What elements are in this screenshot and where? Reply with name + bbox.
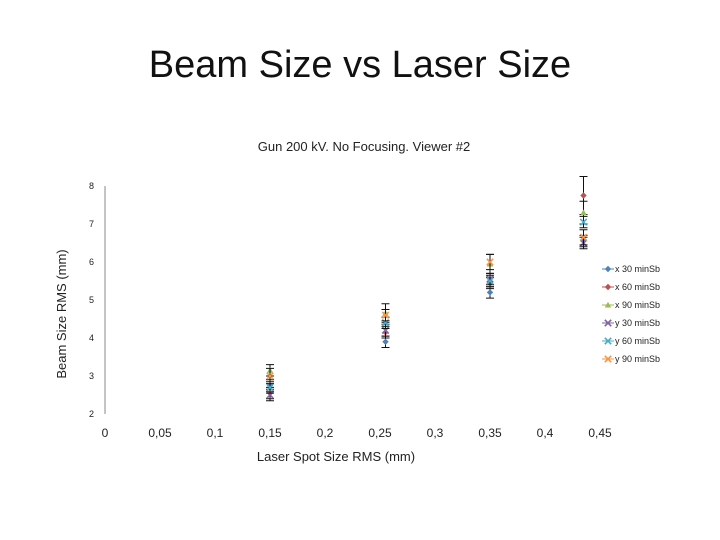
legend-label: x 60 minSb (615, 282, 660, 292)
point-marker (266, 372, 274, 380)
x-tick-label: 0,1 (207, 426, 224, 440)
y-tick-label: 8 (89, 181, 94, 191)
legend-item: y 30 minSb (602, 318, 660, 328)
point-marker (604, 265, 612, 273)
y-tick-label: 4 (89, 333, 94, 343)
point-marker (604, 319, 612, 327)
point-marker (580, 209, 587, 216)
point-marker (486, 258, 494, 266)
legend-item: x 30 minSb (602, 264, 660, 274)
y-tick-label: 7 (89, 219, 94, 229)
x-tick-label: 0,15 (258, 426, 282, 440)
data-point (486, 253, 494, 271)
point-marker (579, 218, 588, 226)
point-marker (266, 383, 274, 392)
legend: x 30 minSb x 60 minSb x 90 minSb y 30 minSb… (602, 264, 660, 364)
point-marker (579, 233, 588, 242)
x-tick-label: 0,45 (588, 426, 612, 440)
legend-label: y 60 minSb (615, 336, 660, 346)
legend-item: y 60 minSb (602, 336, 660, 346)
legend-label: x 30 minSb (615, 264, 660, 274)
y-tick-label: 3 (89, 371, 94, 381)
legend-item: x 90 minSb (602, 300, 660, 310)
point-marker (604, 355, 612, 363)
data-point (579, 229, 588, 246)
x-tick-label: 0,2 (317, 426, 334, 440)
point-marker (382, 338, 389, 345)
legend-label: y 30 minSb (615, 318, 660, 328)
legend-label: x 90 minSb (615, 300, 660, 310)
data-point (266, 381, 274, 394)
y-tick-label: 6 (89, 257, 94, 267)
x-axis-title: Laser Spot Size RMS (mm) (257, 449, 415, 464)
data-point (486, 274, 494, 288)
x-tick-labels: 0 0,05 0,1 0,15 0,2 0,25 0,3 0,35 0,4 0,45 (102, 426, 612, 440)
point-marker (604, 283, 612, 291)
chart-title: Gun 200 kV. No Focusing. Viewer #2 (258, 139, 470, 154)
legend-item: y 90 minSb (602, 354, 660, 364)
y-tick-label: 2 (89, 409, 94, 419)
x-tick-label: 0,4 (537, 426, 554, 440)
data-point (381, 309, 390, 322)
data-point (579, 215, 588, 229)
slide-title: Beam Size vs Laser Size (148, 44, 572, 86)
y-axis-title: Beam Size RMS (mm) (54, 249, 69, 378)
data-points (266, 176, 588, 402)
x-tick-label: 0,05 (148, 426, 172, 440)
point-marker (486, 289, 494, 296)
point-marker (486, 277, 494, 285)
x-tick-label: 0 (102, 426, 109, 440)
x-tick-label: 0,35 (478, 426, 502, 440)
point-marker (604, 337, 612, 345)
legend-item: x 60 minSb (602, 282, 660, 292)
x-tick-label: 0,25 (368, 426, 392, 440)
point-marker (381, 311, 390, 319)
y-tick-label: 5 (89, 295, 94, 305)
data-point (266, 367, 274, 385)
point-marker (604, 301, 612, 308)
x-tick-label: 0,3 (427, 426, 444, 440)
legend-label: y 90 minSb (615, 354, 660, 364)
point-marker (580, 192, 587, 199)
y-tick-labels: 2 3 4 5 6 7 8 (89, 181, 94, 419)
